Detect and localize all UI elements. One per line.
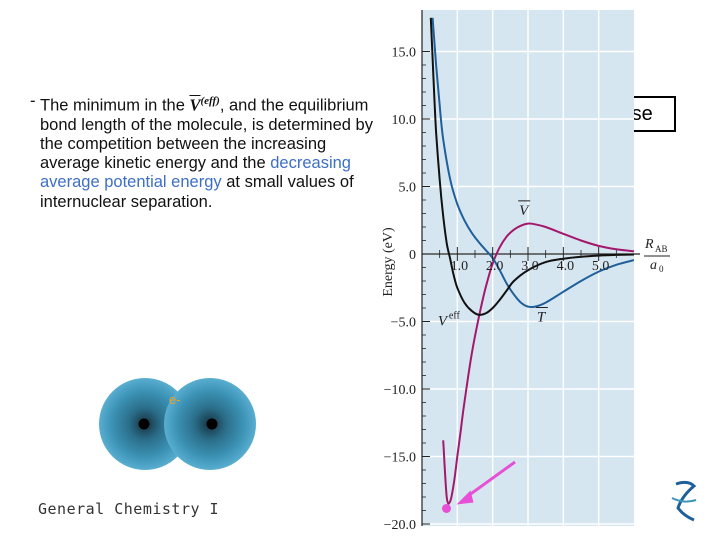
y-ticks: 15.0 10.0 5.0 0 −5.0 −10.0 −15.0 −20.0: [384, 46, 430, 533]
x-tick-label-4: 5.0: [592, 259, 610, 274]
x-tick-label-0: 1.0: [451, 259, 469, 274]
y-axis-label: Energy (eV): [381, 227, 396, 297]
pointer-arrow: [442, 460, 516, 513]
curve-label-sup-veff: eff: [449, 311, 461, 322]
electron-label: e-: [169, 392, 181, 407]
x-axis-label-numerator-sub: AB: [655, 244, 668, 254]
y-tick-label-3: 0: [409, 248, 416, 263]
molecule-illustration: e-: [99, 378, 256, 470]
x-tick-label-2: 3.0: [521, 259, 539, 274]
minimum-marker: [442, 503, 451, 513]
y-tick-label-7: −20.0: [384, 518, 416, 533]
series-line-t: [431, 17, 634, 309]
arrow-head: [456, 490, 474, 505]
curve-label-v: V: [519, 203, 530, 219]
y-tick-label-1: 10.0: [392, 113, 417, 128]
bullet-highlight: decreasing average potential energy: [40, 154, 351, 192]
y-tick-label-4: −5.0: [391, 316, 416, 331]
axes: [421, 10, 640, 526]
x-ticks: 1.0 2.0 3.0 4.0 5.0: [439, 247, 617, 274]
series-line-v: [442, 222, 634, 505]
veff-symbol-sup: (eff): [200, 95, 220, 107]
veff-symbol: V: [189, 95, 201, 115]
x-axis-label-numerator: R: [644, 237, 654, 252]
bullet-text-2: , and the equilibrium bond length of the…: [40, 96, 373, 173]
y-tick-label-0: 15.0: [392, 46, 417, 61]
curve-labels: V T V eff: [438, 200, 548, 330]
arrow-shaft: [463, 460, 516, 500]
x-axis-label-denominator-sub: 0: [659, 264, 664, 274]
nucleus-left: [138, 418, 150, 430]
x-tick-label-1: 2.0: [486, 259, 504, 274]
x-tick-label-3: 4.0: [557, 259, 575, 274]
x-axis-label: R AB a 0: [644, 237, 670, 274]
y-tick-label-2: 5.0: [399, 181, 417, 196]
bullet-paragraph: The minimum in the V(eff), and the equil…: [40, 92, 375, 212]
bullet-text-1: The minimum in the: [40, 96, 190, 115]
x-axis-label-denominator: a: [650, 258, 657, 273]
curve-label-t: T: [537, 310, 547, 326]
y-tick-label-6: −15.0: [384, 451, 416, 466]
nucleus-right: [206, 418, 218, 430]
bullet-dash: -: [30, 92, 36, 110]
bullet-text-3: at small values of internuclear separati…: [40, 173, 354, 211]
bullet-text: - The minimum in the V(eff), and the equ…: [30, 92, 375, 212]
footer-text: General Chemistry I: [38, 500, 220, 518]
logo-icon: [671, 480, 697, 522]
grid-lines: [422, 10, 634, 526]
y-tick-label-5: −10.0: [384, 383, 416, 398]
curve-label-veff: V: [438, 314, 449, 330]
